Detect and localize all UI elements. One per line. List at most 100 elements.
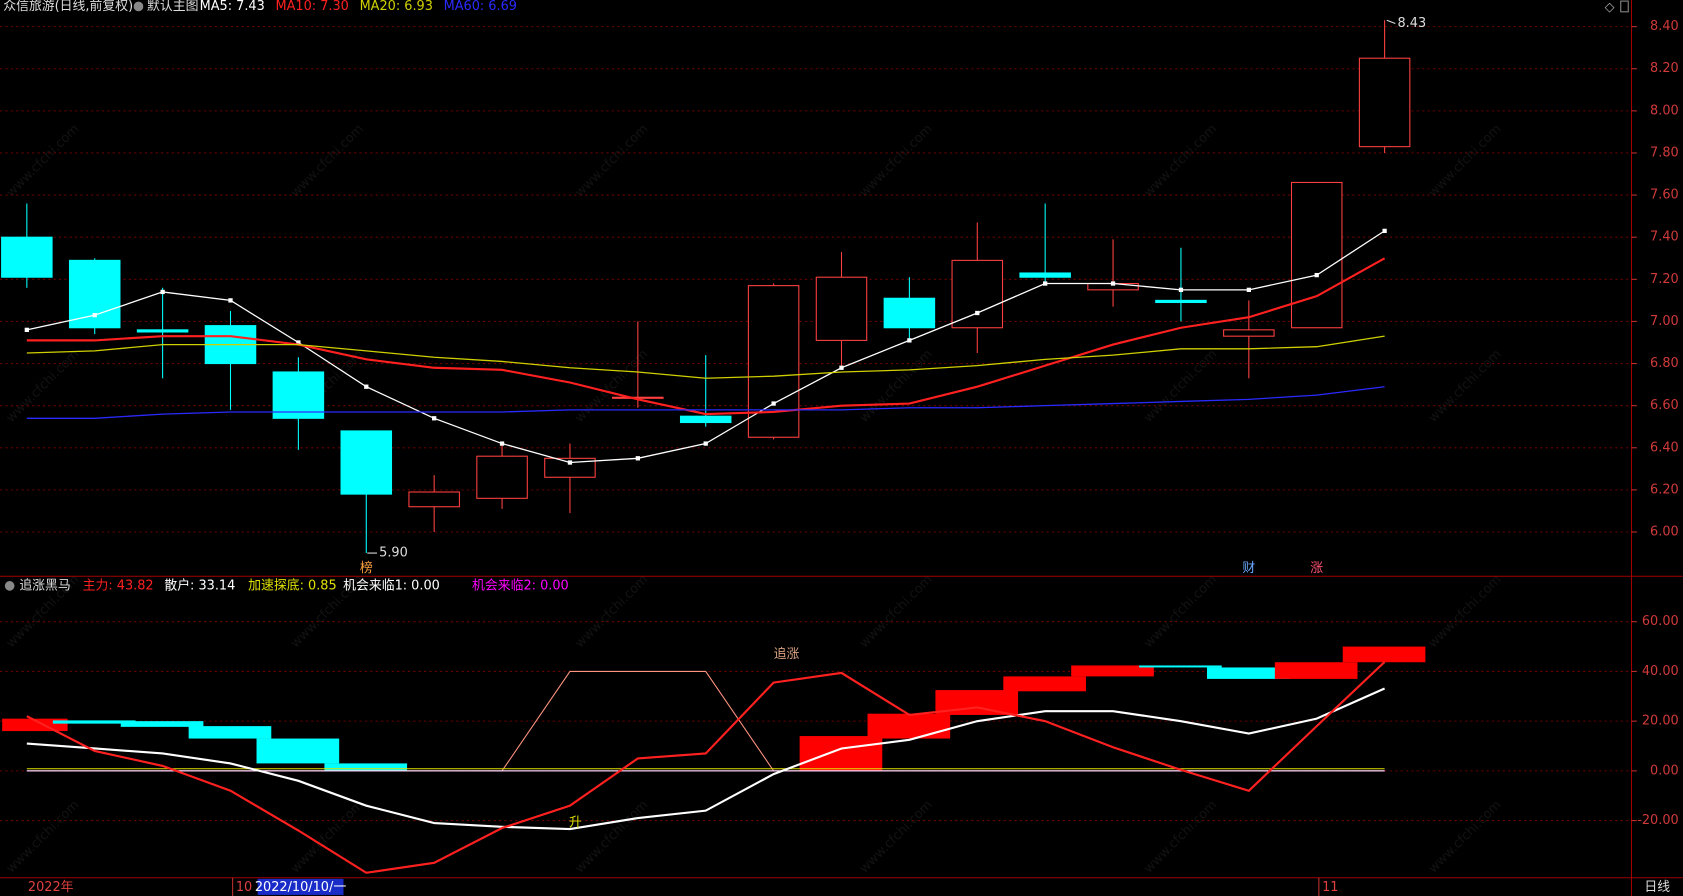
signal-marker: 涨 [1310,561,1323,576]
y-tick-label: 6.20 [1650,482,1679,497]
chart-subtitle: 默认主图 [147,0,198,14]
candle-body [1358,57,1411,148]
legend-entry: 加速探底: 0.85 [248,577,337,593]
candle-body [544,457,596,478]
y-tick-label: 7.80 [1650,145,1679,160]
x-tick-label: 2022年 [28,880,74,895]
chart-title: 众信旅游(日线,前复权) [3,0,133,14]
ma-point [1314,272,1319,278]
ma-point [975,310,980,316]
candle-body [1,236,53,278]
candle-body [68,259,121,329]
ma-point [1043,281,1048,286]
candle-body [136,329,189,333]
legend-entry: 散户: 33.14 [164,577,235,593]
block [1206,667,1290,679]
ma-point [1178,287,1184,292]
ma-point [24,327,29,333]
block [867,713,951,739]
block [188,726,272,739]
block [120,721,204,727]
rise-label: 升 [569,816,582,831]
y-tick-label: 7.00 [1650,314,1679,329]
ma-point [635,456,640,461]
diamond-icon[interactable]: ◇ [1605,0,1615,15]
signal-label: 追涨 [774,646,800,662]
candle-body [951,259,1004,329]
ma-point [228,298,233,303]
legend-entry: MA20: 6.93 [360,0,433,14]
y-tick-label: 6.60 [1650,398,1679,413]
candle-body [679,415,732,424]
candle-body [476,455,528,499]
ma-point [839,365,844,370]
candle-body [340,430,393,495]
ma-point [771,401,776,406]
menu-icon[interactable] [4,581,15,591]
ma-point [1382,228,1387,234]
max-label: 8.43 [1397,16,1426,31]
legend-entry: MA10: 7.30 [276,0,349,14]
ma-line [26,386,1385,419]
y-tick-label: 6.40 [1650,440,1679,455]
ma-point [907,338,912,343]
scroll-icon[interactable] [1620,0,1629,13]
x-tick-label: 10 [236,880,252,895]
ma-point [703,441,708,446]
y-tick-label: 8.40 [1650,19,1679,34]
candle-body [408,491,460,508]
ma-point [1110,281,1116,286]
ma-point [364,384,369,389]
block [1342,646,1426,663]
y-tick-label: 60.00 [1642,614,1679,629]
block [52,720,136,724]
block [324,763,408,771]
menu-icon[interactable] [133,1,144,12]
legend-entry: 机会来临1: 0.00 [343,578,440,593]
ma-point [160,289,165,295]
x-tick-label: 2022/10/10/一 [255,880,346,895]
y-tick-label: 7.60 [1650,188,1679,203]
ma-point [296,340,301,345]
candle-body [612,396,664,399]
ma-line [26,335,1385,379]
indicator-line [26,687,1386,831]
x-tick-label: 11 [1322,880,1338,895]
min-label: 5.90 [379,546,408,561]
candle-body [815,276,868,341]
ma-point [567,460,573,465]
y-tick-label: 8.20 [1650,61,1679,76]
y-tick-label: 7.40 [1650,230,1679,245]
signal-marker: 财 [1242,561,1255,576]
indicator-line [26,661,1386,874]
y-tick-label: 7.20 [1650,272,1679,287]
ma-point [92,312,97,318]
candle-body [272,371,325,419]
y-tick-label: -20.00 [1637,813,1678,828]
selected-date-bg [257,878,344,895]
legend-entry: MA5: 7.43 [200,0,265,14]
candle-body [1019,272,1071,278]
candle-body [883,297,936,329]
y-tick-label: 0.00 [1650,763,1679,778]
block [1071,665,1154,677]
ma-line [26,257,1386,416]
ma-point [1246,287,1251,292]
y-tick-label: 6.00 [1650,525,1679,540]
y-tick-label: 6.80 [1650,356,1679,371]
block [256,738,340,764]
block [1003,676,1086,692]
chart-title: 追涨黑马 [19,577,70,593]
y-tick-label: 8.00 [1650,103,1679,118]
legend-entry: 主力: 43.82 [83,578,154,593]
candle-body [1223,329,1275,337]
candle-body [1155,299,1207,304]
period-label: 日线 [1644,880,1670,895]
pointer [1386,19,1396,25]
legend-entry: 机会来临2: 0.00 [472,578,569,593]
y-tick-label: 40.00 [1642,664,1679,679]
legend-entry: MA60: 6.69 [444,0,517,14]
ma-point [499,441,505,446]
